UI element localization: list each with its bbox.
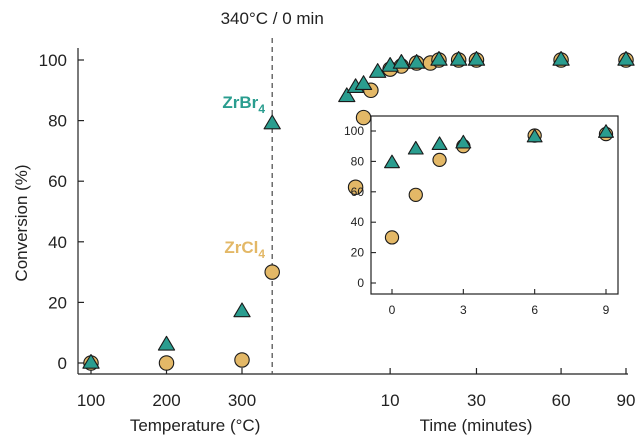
y-tick-label: 60 xyxy=(48,172,67,191)
x-tick-label-time: 10 xyxy=(381,391,400,410)
data-point-zrbr4: ZrBr4: 60 min, 100% xyxy=(552,50,570,66)
data-point-zrcl4: ZrCl4: 6 min, 81% xyxy=(355,109,372,126)
data-point-zrbr4: ZrBr4: 200 °C, 6% xyxy=(157,335,176,351)
y-tick-label: 100 xyxy=(39,51,67,70)
x-tick-label-temperature: 200 xyxy=(152,391,180,410)
y-tick-label: 40 xyxy=(48,233,67,252)
inset-y-tick-label: 60 xyxy=(351,185,365,199)
x-axis-title-temperature: Temperature (°C) xyxy=(130,416,261,435)
inset-data-point-zrbr4: ZrBr4: 6 min, 96% xyxy=(526,128,543,143)
inset-y-tick-label: 100 xyxy=(344,124,364,138)
data-point-zrbr4: ZrBr4: 30 min, 100% xyxy=(467,50,486,66)
inset-x-tick-label: 6 xyxy=(531,303,538,317)
inset-data-point-zrbr4: ZrBr4: 9 min, 99% xyxy=(598,124,614,138)
data-point-zrcl4: ZrCl4: 300 °C, 1% xyxy=(234,352,250,368)
x-tick-label-temperature: 300 xyxy=(228,391,256,410)
y-axis-title: Conversion (%) xyxy=(12,164,31,281)
y-tick-label: 0 xyxy=(58,354,67,373)
inset-data-point-zrcl4: ZrCl4: 2 min, 81% xyxy=(432,152,447,168)
series-label-zrcl4: ZrCl4 xyxy=(224,238,265,261)
inset-y-tick-label: 0 xyxy=(357,276,364,290)
inset-y-tick-label: 80 xyxy=(351,154,365,168)
data-point-zrcl4: ZrCl4: 5 min, 58% xyxy=(347,179,364,196)
y-tick-label: 20 xyxy=(48,293,67,312)
data-point-zrbr4: ZrBr4: 4 min, 88% xyxy=(338,87,356,103)
x-tick-label-temperature: 100 xyxy=(77,391,105,410)
inset-x-tick-label: 3 xyxy=(460,303,467,317)
data-point-zrcl4: ZrCl4: 340 °C, 30% xyxy=(264,264,280,280)
inset-data-point-zrbr4: ZrBr4: 1 min, 88% xyxy=(407,140,424,155)
transition-marker-label: 340°C / 0 min xyxy=(221,9,324,28)
data-point-zrbr4: ZrBr4: 90 min, 100% xyxy=(617,50,635,66)
data-point-zrbr4: ZrBr4: 12 min, 99% xyxy=(392,53,411,69)
data-point-zrbr4: ZrBr4: 8 min, 96% xyxy=(369,63,387,78)
inset-x-tick-label: 9 xyxy=(603,303,610,317)
inset-data-point-zrbr4: ZrBr4: 2 min, 91% xyxy=(431,136,448,150)
x-tick-label-time: 60 xyxy=(552,391,571,410)
data-point-zrbr4: ZrBr4: 340 °C, 79% xyxy=(263,114,281,130)
inset-plot: 0 20 40 60 80 100 0 3 6 9 ZrCl4: 0 min, 30% ZrCl4: … xyxy=(344,115,619,317)
x-tick-label-time: 90 xyxy=(617,391,636,410)
inset-frame xyxy=(370,115,619,295)
data-point-zrbr4: ZrBr4: 6 min, 92% xyxy=(354,75,373,90)
data-point-zrbr4: ZrBr4: 20 min, 100% xyxy=(430,50,448,66)
data-point-zrbr4: ZrBr4: 300 °C, 17% xyxy=(233,302,251,318)
inset-y-tick-label: 40 xyxy=(351,215,365,229)
data-point-zrbr4: ZrBr4: 15 min, 99% xyxy=(407,53,426,69)
inset-data-point-zrcl4: ZrCl4: 0 min, 30% xyxy=(384,230,400,245)
series-label-zrbr4: ZrBr4 xyxy=(222,93,265,116)
x-tick-label-time: 30 xyxy=(467,391,486,410)
data-point-zrbr4: ZrBr4: 25 min, 100% xyxy=(450,50,468,66)
x-axis-title-time: Time (minutes) xyxy=(420,416,533,435)
inset-x-tick-label: 0 xyxy=(389,303,396,317)
inset-data-point-zrbr4: ZrBr4: 3 min, 92% xyxy=(455,134,472,149)
data-point-zrcl4: ZrCl4: 200 °C, 0% xyxy=(158,355,175,371)
inset-data-point-zrcl4: ZrCl4: 1 min, 58% xyxy=(408,187,423,202)
inset-y-tick-label: 20 xyxy=(351,246,365,260)
data-point-zrbr4: ZrBr4: 100 °C, 0% xyxy=(82,353,100,369)
inset-data-point-zrbr4: ZrBr4: 0 min, 79% xyxy=(384,154,400,169)
y-tick-label: 80 xyxy=(48,112,67,131)
